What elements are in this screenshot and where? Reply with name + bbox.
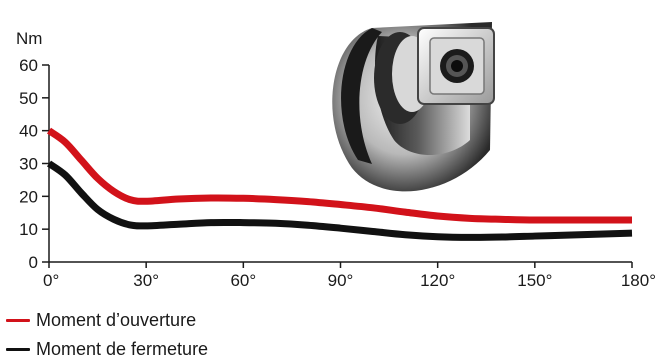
legend-swatch-black — [6, 348, 30, 351]
series-lines — [46, 127, 633, 241]
axis-ticks: 0 10 20 30 40 50 60 0° 30° 60° 90° 120° 150° 180° — [19, 56, 656, 290]
x-tick-label: 0° — [43, 271, 59, 290]
hinge-product-photo-icon — [332, 22, 495, 192]
legend-label-opening: Moment d’ouverture — [36, 310, 197, 330]
legend-item-closing: Moment de fermeture — [6, 339, 208, 360]
legend-swatch-red — [6, 319, 30, 322]
legend-item-opening: Moment d’ouverture — [6, 310, 196, 331]
x-tick-label: 150° — [517, 271, 552, 290]
y-tick-label: 40 — [19, 122, 38, 141]
legend-label-closing: Moment de fermeture — [36, 339, 209, 359]
x-tick-label: 30° — [133, 271, 159, 290]
series-line-closing — [46, 160, 633, 241]
y-tick-label: 0 — [29, 253, 38, 272]
y-tick-label: 30 — [19, 155, 38, 174]
x-tick-label: 120° — [420, 271, 455, 290]
x-tick-label: 90° — [328, 271, 354, 290]
x-tick-label: 180° — [621, 271, 656, 290]
y-unit-label: Nm — [16, 29, 42, 48]
y-tick-label: 10 — [19, 220, 38, 239]
y-tick-label: 60 — [19, 56, 38, 75]
y-tick-label: 50 — [19, 89, 38, 108]
series-line-opening — [46, 127, 632, 224]
x-tick-label: 60° — [230, 271, 256, 290]
y-tick-label: 20 — [19, 187, 38, 206]
